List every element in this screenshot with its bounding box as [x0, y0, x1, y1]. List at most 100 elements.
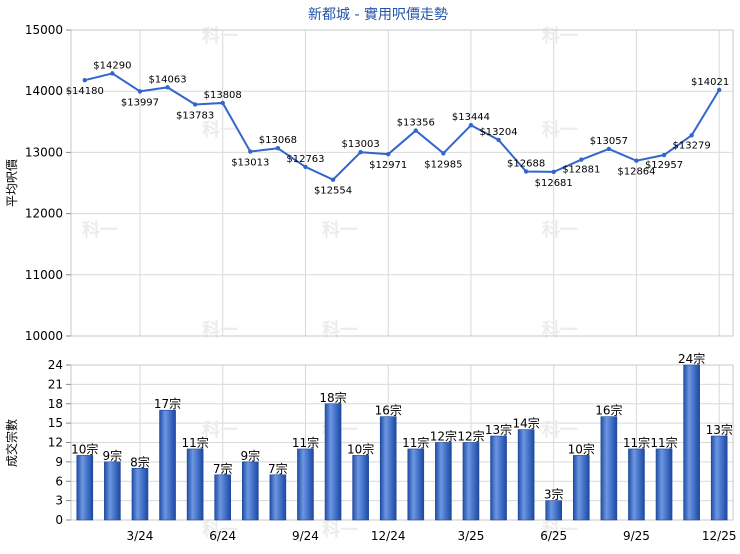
- watermark: 科一: [202, 25, 238, 47]
- line-data-label: $12957: [645, 160, 683, 171]
- bar-data-label: 3宗: [544, 487, 564, 502]
- x-tick-label: 12/24: [371, 529, 406, 543]
- bar: [104, 461, 121, 521]
- line-data-label: $14180: [66, 86, 104, 97]
- bar-y-tick-label: 21: [48, 377, 63, 391]
- line-point: [330, 177, 336, 182]
- bar-data-label: 8宗: [130, 454, 150, 469]
- bar-y-tick-label: 9: [55, 455, 63, 469]
- bar: [517, 429, 535, 521]
- line-data-label: $13808: [204, 90, 242, 101]
- line-point: [661, 152, 667, 158]
- line-data-label: $14063: [148, 74, 186, 85]
- bar: [435, 442, 452, 521]
- chart-title: 新都城 - 實用呎價走勢: [308, 6, 448, 23]
- bar-data-label: 13宗: [485, 422, 512, 437]
- bar-data-label: 9宗: [103, 448, 123, 463]
- bar: [655, 448, 673, 521]
- line-point: [606, 146, 612, 152]
- bar: [628, 448, 645, 521]
- line-point: [551, 169, 556, 175]
- watermark: 科一: [202, 419, 238, 441]
- line-point: [192, 102, 198, 107]
- bar: [545, 500, 563, 521]
- x-tick-label: 6/25: [540, 529, 567, 543]
- bar-y-tick-label: 24: [48, 358, 63, 372]
- line-point: [303, 164, 308, 170]
- line-data-label: $12864: [617, 167, 655, 178]
- line-data-label: $13356: [397, 118, 435, 129]
- x-tick-label: 3/25: [457, 529, 484, 543]
- line-y-tick-label: 15000: [25, 23, 63, 37]
- watermark: 科一: [542, 119, 578, 141]
- bar: [490, 435, 507, 521]
- bar-data-label: 10宗: [71, 441, 98, 456]
- line-data-label: $13057: [590, 136, 628, 147]
- line-data-label: $13003: [342, 139, 380, 150]
- watermark: 科一: [202, 319, 238, 341]
- bar: [214, 474, 232, 521]
- bar: [379, 416, 397, 521]
- bar-y-tick-label: 3: [55, 494, 63, 508]
- bar-data-label: 11宗: [650, 435, 677, 450]
- line-point: [496, 137, 501, 143]
- line-data-label: $13068: [259, 135, 297, 146]
- line-y-tick-label: 13000: [25, 145, 63, 159]
- line-data-label: $12985: [424, 159, 462, 170]
- bar-data-label: 9宗: [240, 448, 260, 463]
- bar: [131, 468, 149, 521]
- line-point: [165, 85, 170, 90]
- bar: [352, 455, 369, 521]
- bar-data-label: 24宗: [678, 351, 705, 366]
- bar-data-label: 7宗: [213, 461, 233, 476]
- x-tick-label: 6/24: [209, 529, 236, 543]
- bar-data-label: 12宗: [457, 429, 484, 444]
- line-data-label: $13444: [452, 112, 490, 123]
- bar-data-label: 10宗: [568, 441, 595, 456]
- bar-data-label: 16宗: [595, 403, 622, 418]
- bar-data-label: 12宗: [430, 429, 457, 444]
- bar: [324, 403, 342, 521]
- bar: [297, 448, 314, 521]
- bar: [710, 435, 728, 521]
- line-point: [82, 77, 87, 83]
- line-point: [523, 169, 529, 174]
- watermark: 科一: [82, 219, 118, 241]
- line-data-label: $12881: [562, 165, 600, 176]
- watermark: 科一: [542, 519, 578, 541]
- line-data-label: $12688: [507, 158, 545, 169]
- bar-y-tick-label: 12: [48, 436, 63, 450]
- line-point: [413, 128, 418, 133]
- line-data-label: $13204: [479, 127, 517, 138]
- bar-data-label: 11宗: [623, 435, 650, 450]
- bar-data-label: 18宗: [319, 390, 346, 405]
- bar: [186, 448, 204, 521]
- line-data-label: $12763: [286, 154, 324, 165]
- watermark: 科一: [322, 219, 358, 241]
- line-point: [386, 151, 391, 157]
- x-tick-label: 3/24: [126, 529, 153, 543]
- bar: [76, 455, 94, 521]
- line-point: [137, 89, 143, 94]
- bar-y-tick-label: 6: [55, 474, 63, 488]
- bar-data-label: 14宗: [512, 416, 539, 431]
- line-data-label: $13279: [673, 140, 711, 151]
- bar-y-tick-label: 0: [55, 513, 63, 527]
- bar: [159, 409, 176, 521]
- watermark: 科一: [202, 119, 238, 141]
- watermark: 科一: [542, 419, 578, 441]
- watermark: 科一: [202, 519, 238, 541]
- line-point: [275, 146, 281, 151]
- bar: [572, 455, 590, 521]
- line-data-label: $13013: [231, 158, 269, 169]
- bar-data-label: 10宗: [347, 441, 374, 456]
- line-point: [358, 150, 363, 155]
- line-y-axis-label: 平均呎價: [5, 159, 19, 207]
- line-data-label: $12554: [314, 186, 352, 197]
- line-y-tick-label: 11000: [25, 268, 63, 282]
- line-point: [220, 100, 225, 106]
- line-y-tick-label: 10000: [25, 329, 63, 343]
- line-series: [84, 72, 721, 181]
